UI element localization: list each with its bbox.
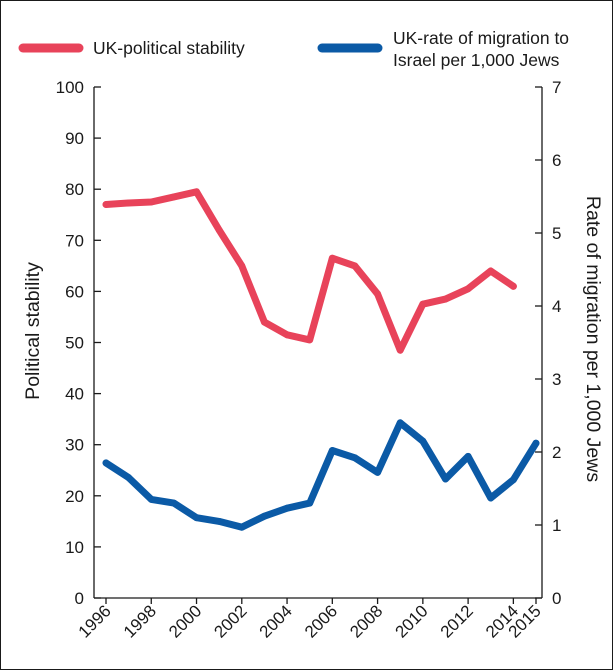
data-point-political-stability: [238, 262, 246, 270]
x-tick-label: 2008: [346, 601, 386, 641]
data-point-migration-rate: [283, 504, 291, 512]
data-point-migration-rate: [442, 475, 449, 483]
data-point-political-stability: [487, 267, 495, 275]
data-point-political-stability: [125, 199, 132, 207]
data-point-political-stability: [147, 198, 155, 206]
data-point-migration-rate: [125, 474, 132, 481]
legend-label-migration-rate: UK-rate of migration to Israel per 1,000…: [393, 28, 574, 70]
x-tick-label: 2012: [437, 601, 477, 641]
y-left-tick-label: 40: [65, 385, 84, 404]
data-point-political-stability: [193, 188, 200, 196]
data-point-migration-rate: [487, 494, 495, 502]
data-point-political-stability: [170, 193, 178, 201]
y-left-tick-label: 70: [65, 231, 84, 250]
data-point-migration-rate: [419, 437, 427, 445]
x-tick-label: 2004: [256, 601, 296, 641]
y-left-tick-label: 90: [65, 129, 84, 148]
data-point-political-stability: [306, 336, 314, 344]
data-point-political-stability: [374, 290, 381, 298]
x-tick-label: 1998: [120, 601, 160, 641]
y-left-tick-label: 50: [65, 334, 84, 353]
y-left-tick-label: 30: [65, 436, 84, 455]
data-point-migration-rate: [238, 523, 246, 531]
x-tick-label: 2006: [301, 601, 341, 641]
y-left-tick-label: 20: [65, 487, 84, 506]
y-axis-right-label: Rate of migration per 1,000 Jews: [582, 196, 604, 482]
data-point-migration-rate: [147, 496, 155, 503]
legend: UK-political stability UK-rate of migrat…: [18, 28, 574, 70]
data-point-migration-rate: [102, 459, 110, 467]
legend-label-migration-rate-line-1: UK-rate of migration to: [393, 28, 569, 48]
data-point-political-stability: [261, 318, 268, 326]
axes: [93, 86, 543, 604]
y-right-tick-label: 3: [552, 370, 561, 389]
legend-label-migration-rate-line-2: Israel per 1,000 Jews: [393, 50, 560, 70]
data-point-political-stability: [215, 226, 223, 234]
legend-label-political-stability: UK-political stability: [93, 38, 245, 58]
y-left-tick-label: 0: [75, 589, 84, 608]
y-right-tick-label: 1: [552, 516, 561, 535]
y-right-tick-label: 7: [552, 78, 561, 97]
data-point-migration-rate: [464, 453, 472, 460]
y-left-tick-label: 10: [65, 538, 84, 557]
y-axis-left-label: Political stability: [22, 262, 44, 400]
data-point-migration-rate: [170, 499, 178, 507]
data-point-political-stability: [419, 300, 427, 308]
y-right-tick-label: 2: [552, 443, 561, 462]
data-point-migration-rate: [306, 499, 314, 507]
data-point-migration-rate: [374, 469, 381, 476]
data-point-political-stability: [442, 295, 449, 303]
data-point-political-stability: [102, 201, 110, 208]
data-point-migration-rate: [510, 476, 517, 484]
data-point-political-stability: [396, 346, 404, 354]
data-point-political-stability: [283, 331, 291, 339]
data-point-migration-rate: [261, 512, 268, 520]
data-point-political-stability: [351, 262, 359, 270]
data-point-migration-rate: [396, 419, 404, 427]
data-point-migration-rate: [532, 439, 540, 447]
data-point-migration-rate: [193, 514, 200, 522]
y-right-tick-label: 5: [552, 224, 561, 243]
series-lines: [102, 188, 540, 531]
x-tick-label: 2010: [391, 601, 431, 641]
y-left-tick-label: 80: [65, 180, 84, 199]
x-tick-label: 2002: [210, 601, 250, 641]
data-point-political-stability: [464, 285, 472, 293]
y-left-tick-label: 100: [56, 78, 84, 97]
series-line-migration-rate: [102, 419, 540, 531]
y-right-tick-label: 0: [552, 589, 561, 608]
data-point-migration-rate: [215, 518, 223, 525]
series-line-political-stability: [102, 188, 517, 354]
y-right-tick-label: 4: [552, 297, 561, 316]
x-tick-label: 2000: [165, 601, 205, 641]
data-point-migration-rate: [328, 447, 336, 454]
data-point-political-stability: [328, 254, 336, 262]
y-left-tick-label: 60: [65, 282, 84, 301]
y-right-tick-label: 6: [552, 151, 561, 170]
data-point-political-stability: [510, 282, 517, 290]
data-point-migration-rate: [351, 454, 359, 462]
